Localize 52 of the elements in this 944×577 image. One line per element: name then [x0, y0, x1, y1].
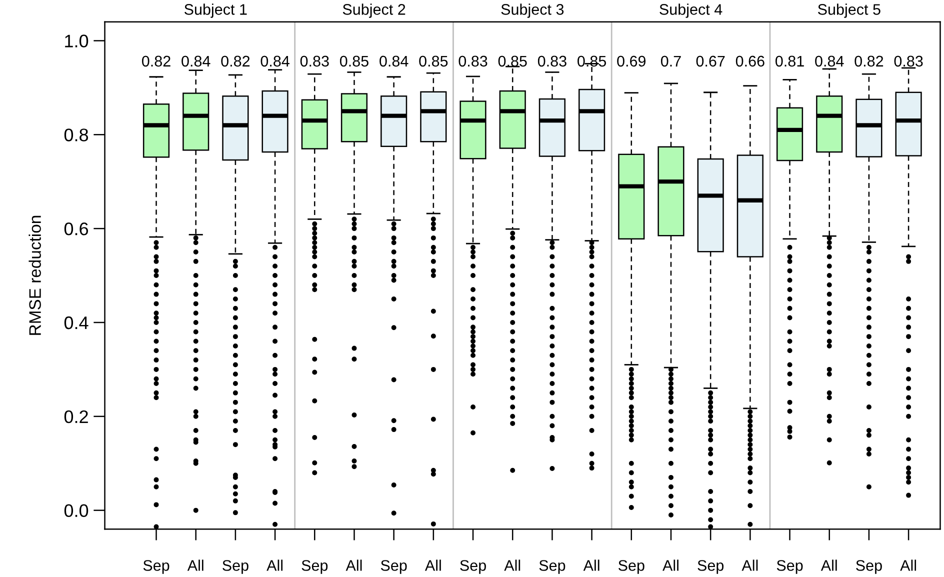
text: 0.81	[775, 56, 804, 67]
y-tick-label: 0.0	[64, 504, 88, 518]
x-tick-label: All	[662, 560, 678, 571]
text: Subject 1	[184, 4, 247, 18]
text: 0.85	[340, 56, 368, 67]
text: 0.83	[894, 56, 923, 67]
x-tick-label: Sep	[856, 560, 882, 574]
text: 0.82	[221, 56, 250, 67]
text: 0.84	[260, 56, 290, 67]
x-tick-label: All	[504, 560, 520, 571]
text: 0.69	[617, 56, 646, 67]
x-tick-label: Sep	[222, 560, 248, 574]
text: 0.83	[300, 56, 329, 67]
text: Subject 3	[501, 4, 564, 18]
x-tick-label: All	[583, 560, 600, 571]
x-tick-label: All	[742, 560, 758, 571]
x-tick-label: All	[820, 560, 837, 571]
text: 0.67	[696, 56, 725, 67]
text: 0.85	[498, 56, 527, 67]
text: 0.84	[182, 56, 210, 67]
x-tick-label: Sep	[460, 560, 486, 574]
text: Subject 2	[342, 4, 406, 18]
text: 0.66	[736, 56, 764, 67]
y-axis-title: RMSE reduction	[28, 216, 41, 335]
x-tick-label: All	[266, 560, 283, 571]
x-tick-label: All	[900, 560, 916, 571]
x-tick-label: All	[424, 560, 441, 571]
text: Subject 5	[818, 4, 880, 18]
x-tick-label: Sep	[302, 560, 328, 574]
x-tick-label: Sep	[539, 560, 566, 574]
x-tick-label: Sep	[776, 560, 803, 574]
text: 0.85	[419, 56, 448, 67]
text: 0.83	[458, 56, 488, 67]
text: 0.82	[142, 56, 170, 67]
x-tick-label: Sep	[380, 560, 407, 574]
text: 0.83	[538, 56, 566, 67]
y-tick-label: 0.4	[64, 316, 88, 330]
x-tick-label: Sep	[618, 560, 644, 574]
text: 0.84	[380, 56, 408, 67]
y-tick-label: 0.2	[64, 410, 88, 424]
text: 0.84	[815, 56, 844, 67]
text: 0.7	[660, 56, 681, 67]
x-tick-label: Sep	[698, 560, 724, 574]
y-tick-label: 0.6	[64, 222, 88, 236]
text: Subject 4	[660, 4, 722, 18]
y-tick-label: 0.8	[64, 128, 88, 142]
text: 0.82	[854, 56, 884, 67]
y-tick-label: 1.0	[65, 34, 88, 48]
x-tick-label: All	[187, 560, 204, 571]
text: 0.85	[578, 56, 606, 67]
x-tick-label: All	[346, 560, 362, 571]
x-tick-label: Sep	[143, 560, 170, 574]
